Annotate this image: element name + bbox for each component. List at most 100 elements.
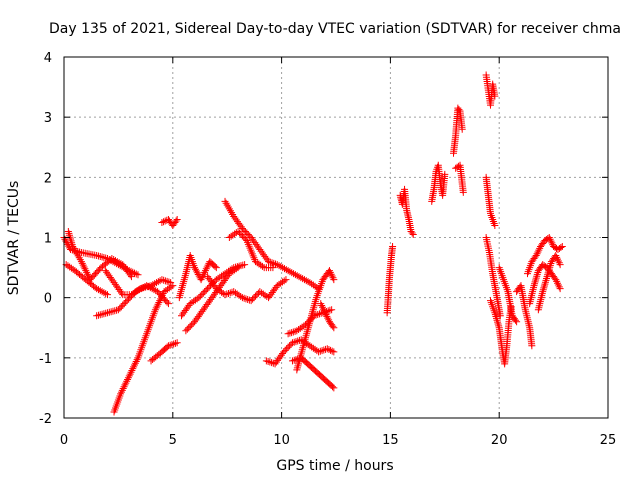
data-point (513, 318, 521, 326)
data-point (288, 329, 296, 337)
data-point (532, 274, 540, 282)
data-point (318, 347, 326, 355)
data-point (78, 259, 86, 267)
data-point (552, 252, 560, 260)
data-point (100, 289, 108, 297)
data-point (325, 346, 333, 354)
data-point (158, 276, 166, 284)
data-point (532, 252, 540, 260)
data-point (116, 304, 124, 312)
data-point (157, 295, 165, 303)
data-point (96, 311, 104, 319)
data-point (188, 321, 196, 329)
series-trace-i (175, 252, 220, 302)
data-point (132, 357, 140, 365)
data-point (199, 289, 207, 297)
data-point (555, 259, 563, 267)
data-point (158, 218, 166, 226)
series-trace-g (147, 339, 181, 365)
data-point (286, 342, 294, 350)
data-point (327, 346, 335, 354)
data-point (554, 279, 562, 287)
data-point (318, 301, 326, 309)
data-point (114, 306, 122, 314)
data-point (408, 229, 416, 237)
data-point (132, 270, 140, 278)
data-point (284, 330, 292, 338)
data-point (202, 265, 210, 273)
data-point (459, 188, 467, 196)
data-point (158, 291, 166, 299)
data-point (555, 283, 563, 291)
data-point (284, 267, 292, 275)
series-trace-x (452, 161, 467, 196)
data-point (170, 340, 178, 348)
data-point (541, 280, 549, 288)
series-trace-k (182, 264, 242, 335)
data-point (291, 271, 299, 279)
data-point (548, 239, 556, 247)
data-point (153, 302, 161, 310)
data-point (164, 342, 172, 350)
data-point (297, 274, 305, 282)
y-axis-label: SDTVAR / TECUs (6, 181, 22, 296)
series-trace-ac (495, 264, 521, 326)
data-point (547, 237, 555, 245)
series-trace-e (101, 267, 175, 299)
data-point (93, 285, 101, 293)
data-point (328, 306, 336, 314)
data-point (299, 275, 307, 283)
data-point (266, 358, 274, 366)
data-point (221, 291, 229, 299)
data-point (186, 322, 194, 330)
axis-ticks: 0 5 10 15 20 25 -2 -1 0 1 2 3 4 (39, 51, 616, 448)
data-point (243, 229, 251, 237)
data-point (540, 284, 548, 292)
data-point (242, 295, 250, 303)
data-point (98, 253, 106, 261)
data-point (302, 277, 310, 285)
x-tick-label: 20 (491, 433, 508, 448)
data-point (272, 260, 280, 268)
data-point (269, 359, 277, 367)
data-point (315, 310, 323, 318)
data-point (533, 250, 541, 258)
data-point (321, 309, 329, 317)
data-point (314, 311, 322, 319)
data-point (329, 274, 337, 282)
data-point (330, 384, 338, 392)
data-point (323, 345, 331, 353)
data-point (80, 263, 88, 271)
data-point (324, 314, 332, 322)
data-point (244, 230, 252, 238)
data-point (494, 318, 502, 326)
data-point (198, 274, 206, 282)
grid-lines (64, 57, 608, 418)
data-point (157, 293, 165, 301)
data-point (512, 316, 520, 324)
data-point (142, 283, 150, 291)
data-point (98, 288, 106, 296)
data-point (268, 359, 276, 367)
data-point (292, 338, 300, 346)
data-point (491, 92, 499, 100)
data-point (329, 322, 337, 330)
data-point (123, 297, 131, 305)
data-point (124, 374, 132, 382)
data-point (238, 232, 246, 240)
data-point (534, 248, 542, 256)
data-point (200, 270, 208, 278)
data-point (94, 286, 102, 294)
data-point (104, 309, 112, 317)
data-point (140, 284, 148, 292)
data-point (81, 265, 89, 273)
data-point (320, 307, 328, 315)
data-point (201, 268, 209, 276)
series-trace-l (221, 197, 323, 293)
data-point (201, 288, 209, 296)
data-point (127, 273, 135, 281)
data-point (228, 288, 236, 296)
data-point (258, 262, 266, 270)
data-point (171, 339, 179, 347)
